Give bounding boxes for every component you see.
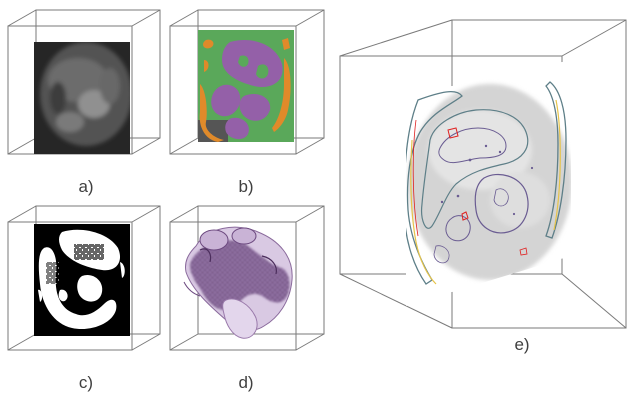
panel-label-d: d) xyxy=(238,373,253,392)
panel-a: a) xyxy=(7,9,161,196)
panel-b: b) xyxy=(169,9,325,196)
panel-d: d) xyxy=(169,205,325,392)
panel-label-c: c) xyxy=(79,373,93,392)
panel-c: c) xyxy=(7,205,161,392)
panel-label-b: b) xyxy=(238,177,253,196)
panel-label-a: a) xyxy=(78,177,93,196)
segmentation-slice-b xyxy=(198,30,294,142)
contour-slice-e xyxy=(406,60,571,306)
binary-mask-c xyxy=(34,224,130,336)
volume-rendering-d xyxy=(183,226,293,339)
ct-slice-a xyxy=(34,42,130,154)
panel-e: e) xyxy=(339,19,627,354)
panel-label-e: e) xyxy=(514,335,529,354)
